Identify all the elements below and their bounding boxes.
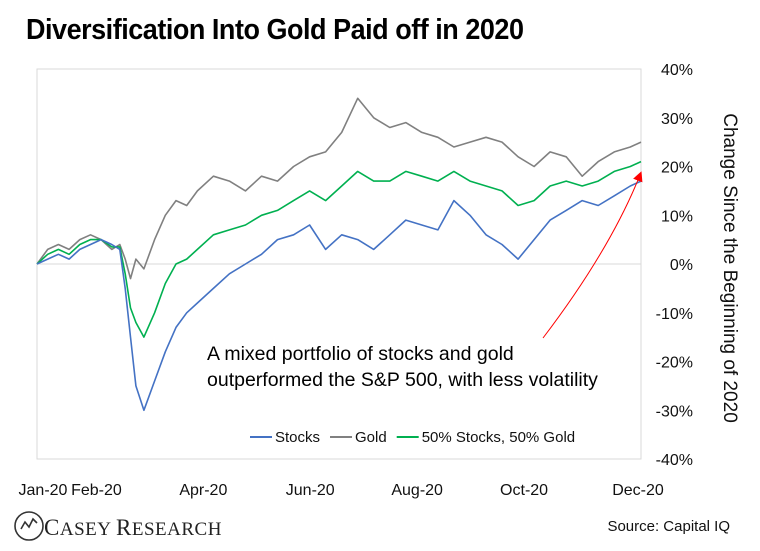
legend: Stocks Gold 50% Stocks, 50% Gold xyxy=(250,429,575,446)
y-tick-label: 40% xyxy=(661,62,693,79)
y-tick-label: 0% xyxy=(670,257,693,274)
series-line-stocks xyxy=(36,180,642,412)
legend-label: Gold xyxy=(355,429,387,446)
y-tick-label: -10% xyxy=(656,306,693,323)
annotation-line-2: outperformed the S&P 500, with less vola… xyxy=(207,369,598,391)
y-axis-label: Change Since the Beginning of 2020 xyxy=(719,113,740,423)
x-tick-label: Jun-20 xyxy=(286,482,335,499)
y-tick-label: -30% xyxy=(656,403,693,420)
annotation: A mixed portfolio of stocks and gold out… xyxy=(207,171,643,391)
y-tick-label: -40% xyxy=(656,452,693,469)
y-tick-label: 20% xyxy=(661,160,693,177)
logo-text: CASEY RESEARCH xyxy=(44,515,222,540)
x-tick-label: Feb-20 xyxy=(71,482,122,499)
series-layer xyxy=(36,97,642,412)
casey-research-logo-icon xyxy=(14,511,44,541)
legend-label: Stocks xyxy=(275,429,320,446)
source-note: Source: Capital IQ xyxy=(607,518,730,535)
y-tick-label: 10% xyxy=(661,208,693,225)
x-tick-label: Apr-20 xyxy=(179,482,227,499)
legend-label: 50% Stocks, 50% Gold xyxy=(422,429,575,446)
annotation-line-1: A mixed portfolio of stocks and gold xyxy=(207,343,514,365)
annotation-arrow xyxy=(542,171,643,339)
chart-title: Diversification Into Gold Paid off in 20… xyxy=(26,14,524,46)
x-axis: Jan-20 Feb-20 Apr-20 Jun-20 Aug-20 Oct-20 Dec-… xyxy=(19,482,664,499)
x-tick-label: Oct-20 xyxy=(500,482,548,499)
x-tick-label: Aug-20 xyxy=(391,482,443,499)
y-tick-label: 30% xyxy=(661,111,693,128)
x-tick-label: Jan-20 xyxy=(19,482,68,499)
y-tick-label: -20% xyxy=(656,355,693,372)
x-tick-label: Dec-20 xyxy=(612,482,664,499)
y-axis: 40% 30% 20% 10% 0% -10% -20% -30% -40% xyxy=(656,62,693,469)
